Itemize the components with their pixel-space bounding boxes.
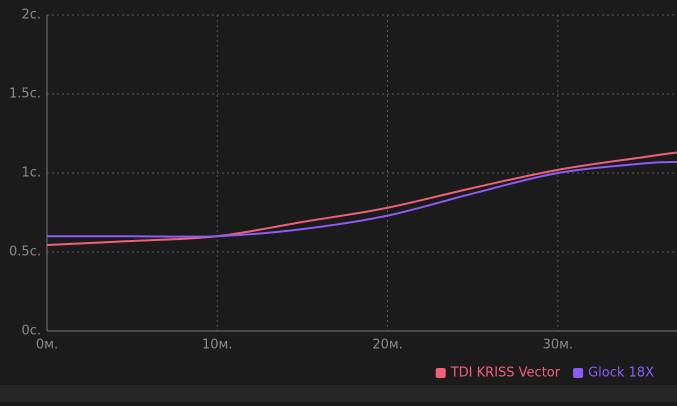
legend: Glock 18X TDI KRISS Vector <box>435 366 654 381</box>
series-line <box>47 160 677 238</box>
y-tick-label: 2с. <box>21 8 41 23</box>
y-tick-label: 0с. <box>21 324 41 339</box>
plot-background <box>0 0 677 385</box>
x-tick-label: 10м. <box>202 338 232 353</box>
y-tick-label: 1.5с. <box>9 87 41 102</box>
legend-swatch <box>435 368 446 378</box>
series-line <box>46 151 677 247</box>
x-tick-label: 30м. <box>543 338 573 353</box>
legend-label: Glock 18X <box>588 366 654 381</box>
footer-bar <box>0 385 677 402</box>
x-tick-label: 20м. <box>372 338 402 353</box>
legend-label: TDI KRISS Vector <box>450 366 561 381</box>
x-tick-label: 0м. <box>36 338 58 353</box>
y-tick-label: 0.5с. <box>9 245 41 260</box>
y-tick-label: 1с. <box>21 166 41 181</box>
legend-swatch <box>573 368 584 378</box>
